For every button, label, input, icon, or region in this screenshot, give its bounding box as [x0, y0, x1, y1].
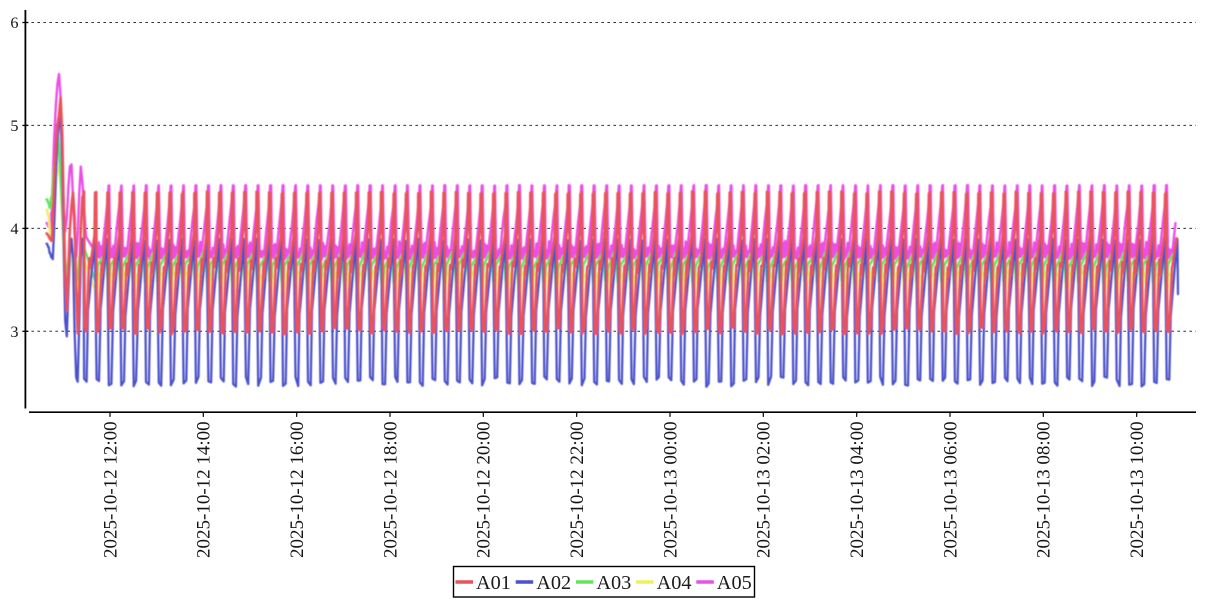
svg-text:A02: A02 [536, 572, 571, 594]
svg-text:2025-10-12 16:00: 2025-10-12 16:00 [287, 421, 308, 558]
svg-text:2025-10-13 10:00: 2025-10-13 10:00 [1127, 421, 1148, 558]
svg-text:A03: A03 [596, 572, 631, 594]
svg-text:2025-10-12 22:00: 2025-10-12 22:00 [567, 421, 588, 558]
svg-text:2025-10-13 06:00: 2025-10-13 06:00 [940, 421, 961, 558]
svg-text:2025-10-12 18:00: 2025-10-12 18:00 [380, 421, 401, 558]
svg-text:4: 4 [10, 220, 18, 238]
svg-text:2025-10-13 02:00: 2025-10-13 02:00 [754, 421, 775, 558]
svg-text:2025-10-13 04:00: 2025-10-13 04:00 [847, 421, 868, 558]
svg-text:3: 3 [10, 323, 18, 341]
svg-text:2025-10-13 08:00: 2025-10-13 08:00 [1034, 421, 1055, 558]
svg-text:A05: A05 [717, 572, 752, 594]
svg-text:2025-10-13 00:00: 2025-10-13 00:00 [660, 421, 681, 558]
svg-text:5: 5 [10, 117, 18, 135]
svg-text:A01: A01 [476, 572, 511, 594]
svg-text:A04: A04 [657, 572, 692, 594]
svg-text:2025-10-12 12:00: 2025-10-12 12:00 [100, 421, 121, 558]
svg-text:6: 6 [10, 14, 18, 32]
svg-text:2025-10-12 20:00: 2025-10-12 20:00 [474, 421, 495, 558]
svg-text:2025-10-12 14:00: 2025-10-12 14:00 [194, 421, 215, 558]
